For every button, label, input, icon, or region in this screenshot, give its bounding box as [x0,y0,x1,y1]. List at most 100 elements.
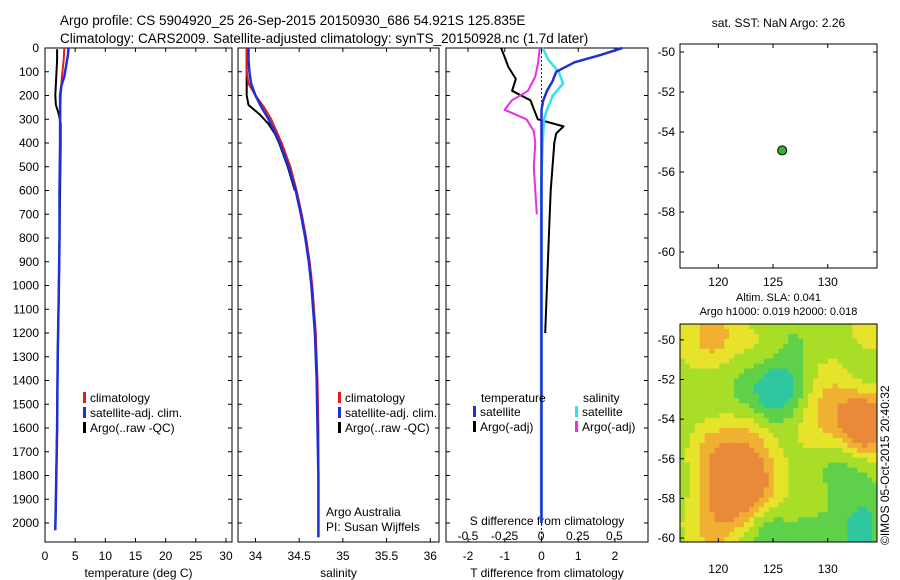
sla-cell [822,467,829,474]
map-ytick-label: -60 [658,245,676,259]
sla-cell [748,324,755,330]
sla-cell [793,497,799,503]
sla-cell [817,353,824,360]
sla-cell [734,338,740,345]
sla-cell [788,393,794,399]
sla-cell [744,333,750,340]
sla-cell [768,477,774,483]
sla-cell [744,502,750,508]
sla-cell [724,517,730,523]
sla-cell [689,527,696,533]
sla-cell [837,507,843,513]
sla-cell [773,388,779,394]
sla-cell [867,462,873,469]
sla-cell [793,398,799,404]
sla-cell [798,358,804,365]
diff-legend-temp-swatch [473,421,476,432]
sla-cell [852,472,858,478]
sla-cell [709,477,715,483]
sla-cell [842,333,848,340]
sla-cell [847,343,853,350]
sla-cell [773,507,779,513]
difference-xtick-label: 1 [575,549,582,563]
sla-cell [837,472,843,478]
sla-cell [709,418,715,424]
sla-cell [739,507,745,513]
sla-cell [694,408,701,414]
sla-cell [748,482,755,488]
sla-cell [709,487,715,493]
sla-cell [862,324,868,330]
sla-cell [862,393,868,399]
sla-cell [837,373,843,379]
sla-cell [773,527,779,533]
sla-cell [744,442,750,449]
sla-cell [699,324,706,330]
sla-cell [704,442,710,449]
sla-cell [739,472,745,478]
sla-cell [857,512,863,518]
sla-cell [837,393,843,399]
sla-cell [684,428,691,434]
sla-cell [862,433,868,439]
sla-cell [724,502,730,508]
sla-cell [872,413,878,419]
sla-cell [808,343,814,350]
sla-cell [753,348,760,355]
diff-legend-sal-label: Argo(-adj) [582,420,635,434]
sla-cell [763,462,770,469]
sla-cell [714,343,720,350]
diff-legend-temp-label: Argo(-adj) [480,420,533,434]
sla-cell [822,442,829,449]
sla-cell [724,338,730,345]
sla-cell [817,383,824,389]
sla-cell [744,423,750,429]
sla-cell [852,388,858,394]
sla-cell [872,403,878,409]
sla-cell [719,442,725,449]
sla-cell [812,522,819,528]
sla-cell [744,388,750,394]
sla-cell [852,363,858,369]
sla-cell [768,418,774,424]
sla-cell [847,383,853,389]
sla-cell [783,482,789,488]
sla-cell [753,378,760,384]
sla-cell [714,373,720,379]
sla-cell [817,373,824,379]
sla-cell [684,452,691,459]
sla-cell [758,457,765,464]
sla-cell [783,324,789,330]
sla-cell [719,418,725,424]
sla-cell [704,363,710,369]
sla-cell [827,398,834,404]
sla-cell [817,433,824,439]
sla-cell [709,403,715,409]
imos-credit: ©IMOS 05-Oct-2015 20:40:32 [878,385,892,545]
sla-cell [872,527,878,533]
sla-cell [773,393,779,399]
sla-cell [694,532,701,538]
sla-cell [724,467,730,474]
sla-cell [748,522,755,528]
sla-cell [748,507,755,513]
sla-cell [773,487,779,493]
sla-cell [837,512,843,518]
sla-cell [699,527,706,533]
sla-cell [744,378,750,384]
sla-cell [847,497,853,503]
sla-cell [867,437,873,444]
sla-cell [842,408,848,414]
sla-cell [684,338,691,345]
sla-cell [812,343,819,350]
sla-cell [768,512,774,518]
sla-cell [680,373,686,379]
sla-cell [842,447,848,454]
sla-cell [734,467,740,474]
sla-cell [739,338,745,345]
sla-cell [847,487,853,493]
sla-cell [803,358,809,365]
sla-cell [744,373,750,379]
sla-cell [768,442,774,449]
sla-cell [744,537,750,543]
